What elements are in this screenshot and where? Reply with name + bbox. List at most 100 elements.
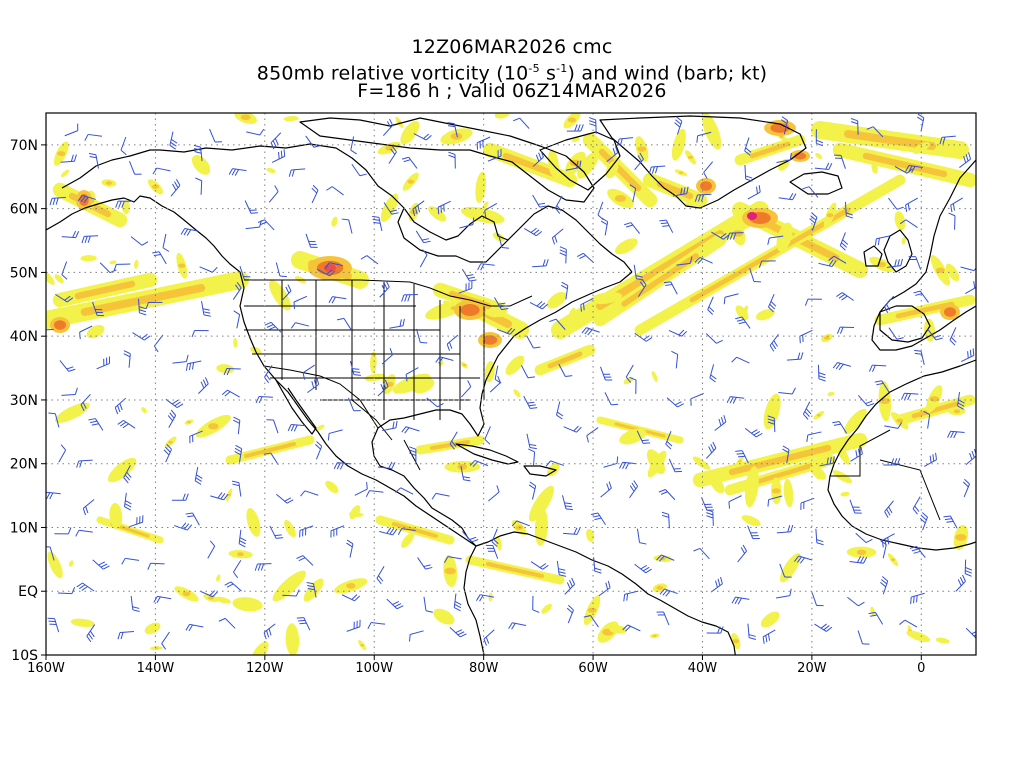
wind-barb [744,165,753,182]
wind-barb [965,627,976,639]
coast-alaska-north [61,149,160,189]
wind-barb [488,485,500,502]
wind-barb [744,427,763,438]
wind-barb [129,515,144,528]
vort-patch [109,260,117,265]
vorticity-shading [46,113,976,655]
wind-barb [780,116,789,135]
wind-barb [779,563,792,578]
vort-patch [215,596,231,604]
wind-barb [511,520,531,527]
wind-barb [532,595,540,613]
wind-barb [883,458,901,466]
wind-barb [459,217,475,229]
vort-patch [303,578,324,602]
map-frame [45,112,977,656]
wind-barb [443,556,462,563]
wind-barb [409,446,417,464]
vort-patch [548,149,559,178]
wind-barb [351,163,367,177]
wind-barb [658,489,676,501]
wind-barb [886,258,903,268]
wind-barb [46,328,54,331]
wind-barb [737,544,747,563]
wind-barb [625,364,634,383]
vort-patch [646,449,666,475]
wind-barb [665,431,673,450]
title-line-2-mid: s [539,62,557,85]
wind-barb [960,348,975,363]
vort-patch [944,307,956,317]
vort-streak-core [80,284,206,316]
wind-barb [524,227,543,237]
wind-barb [49,196,67,206]
wind-barb [199,266,218,273]
wind-barb [666,397,684,408]
wind-barb [600,481,612,498]
wind-barb [959,152,972,168]
vort-patch [400,120,420,145]
wind-barb [778,192,797,201]
wind-barb [549,318,566,330]
wind-barb [268,185,279,203]
wind-barb [532,194,547,208]
vort-patch [735,305,749,321]
wind-barb [799,329,813,344]
wind-barb [693,547,710,560]
wind-barb [523,395,538,410]
wind-barb [233,416,241,435]
wind-barb [919,512,928,531]
vort-streak-core [728,444,832,476]
wind-barb [152,167,171,175]
wind-barb [54,527,72,535]
wind-barb [707,296,715,315]
wind-barb [659,219,674,233]
wind-barb [844,201,854,219]
wind-barb [836,326,855,334]
vort-streak-core [689,207,851,303]
vort-patch [700,181,712,191]
vort-patch [614,195,627,202]
wind-barb [121,557,140,565]
vort-patch [475,171,486,203]
lon-label: 140W [137,661,175,676]
wind-barb [346,619,361,632]
wind-barb [92,301,105,317]
wind-barb [508,622,527,630]
vort-patch [480,201,489,213]
vort-patch [360,644,365,647]
coast-south-america [475,531,736,655]
wind-barb [221,389,240,398]
wind-barb [377,379,389,397]
wind-barb [776,524,794,534]
vort-patch [587,607,597,613]
wind-barb [172,354,189,364]
wind-barb [923,452,938,467]
wind-barb [99,262,117,274]
wind-barb [257,219,275,231]
vort-streak-core [598,148,642,192]
wind-barb [185,512,200,526]
wind-barb [794,555,813,564]
vort-patch [541,603,552,614]
wind-barb [61,387,78,396]
wind-barb [758,260,776,268]
wind-barb [910,592,925,605]
wind-barb [461,268,477,282]
title-line-2-pre: 850mb relative vorticity (10 [256,62,529,85]
vort-patch [168,440,173,444]
vort-patch [68,560,74,567]
vort-patch [586,528,595,543]
wind-barb [728,495,742,509]
wind-barb [341,218,353,234]
wind-barb [905,165,923,173]
wind-barb [223,367,241,376]
wind-barb [269,525,284,539]
wind-barb [668,458,683,473]
wind-barb [562,495,573,511]
wind-barb [520,365,535,379]
wind-barb [494,365,502,384]
vort-patch [901,236,907,245]
wind-barb [598,580,611,597]
vort-patch [760,611,780,628]
